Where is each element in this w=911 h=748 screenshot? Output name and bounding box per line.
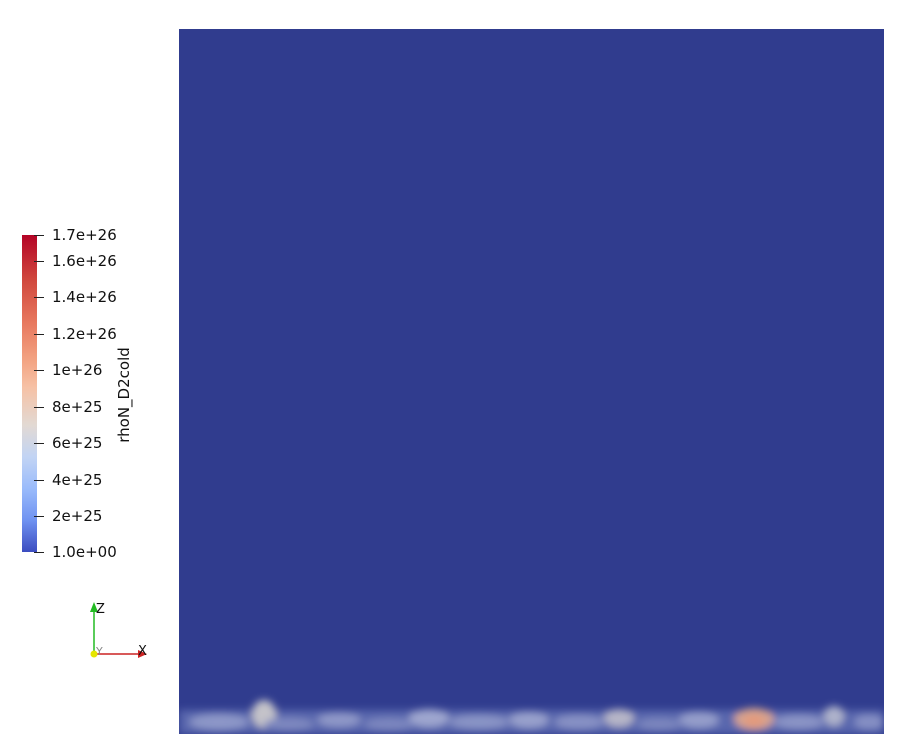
colorbar-tick-label: 1.4e+26: [52, 288, 117, 306]
colorbar-tick: [34, 516, 44, 517]
y-axis-dot: [90, 650, 98, 658]
colorbar-tick-label: 1.7e+26: [52, 226, 117, 244]
colorbar-tick-label: 2e+25: [52, 507, 103, 525]
orientation-axes: Z Y X: [90, 602, 147, 659]
colorbar-tick: [34, 480, 44, 481]
x-axis-label: X: [138, 644, 147, 659]
colorbar-tick: [34, 552, 44, 553]
colorbar-tick: [34, 297, 44, 298]
colorbar-tick: [34, 235, 44, 236]
colorbar-tick: [34, 261, 44, 262]
z-axis-arrow: [90, 602, 98, 612]
colorbar-tick-label: 8e+25: [52, 398, 103, 416]
colorbar-tick-label: 1e+26: [52, 361, 103, 379]
colorbar-tick-label: 1.6e+26: [52, 252, 117, 270]
colorbar: [22, 235, 37, 552]
colorbar-tick: [34, 443, 44, 444]
z-axis-label: Z: [96, 602, 105, 617]
x-axis-arrow: [138, 650, 147, 658]
colorbar-tick-label: 4e+25: [52, 471, 103, 489]
density-field-bottom: [179, 700, 884, 734]
colorbar-tick: [34, 370, 44, 371]
render-pane[interactable]: [179, 29, 884, 734]
colorbar-tick-label: 1.2e+26: [52, 325, 117, 343]
colorbar-tick: [34, 407, 44, 408]
colorbar-tick-label: 1.0e+00: [52, 543, 117, 561]
colorbar-title: rhoN_D2cold: [115, 347, 133, 443]
colorbar-tick: [34, 334, 44, 335]
y-axis-label: Y: [95, 645, 103, 658]
colorbar-tick-label: 6e+25: [52, 434, 103, 452]
